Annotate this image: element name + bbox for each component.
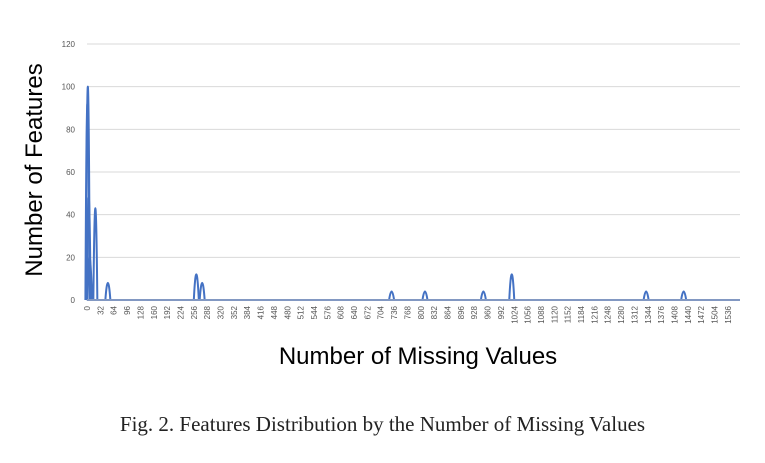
x-tick-label: 448: [270, 305, 279, 319]
x-tick-label: 1376: [657, 305, 666, 323]
x-tick-label: 160: [150, 305, 159, 319]
data-point: [388, 290, 396, 301]
x-tick-label: 800: [417, 305, 426, 319]
x-tick-label: 1024: [510, 305, 519, 323]
x-tick-label: 1536: [724, 305, 733, 323]
y-tick-label: 80: [66, 125, 75, 134]
y-tick-label: 100: [62, 83, 76, 92]
y-axis-label: Number of Features: [21, 63, 48, 276]
data-point: [104, 281, 112, 301]
y-tick-label: 60: [66, 168, 75, 177]
x-tick-label: 32: [96, 305, 105, 314]
data-point: [92, 207, 99, 301]
x-tick-label: 864: [444, 305, 453, 319]
x-tick-label: 608: [337, 305, 346, 319]
x-tick-label: 1120: [550, 305, 559, 323]
x-tick-label: 416: [257, 305, 266, 319]
x-tick-label: 1056: [524, 305, 533, 323]
x-tick-label: 1472: [697, 305, 706, 323]
x-tick-label: 384: [243, 305, 252, 319]
x-tick-label: 992: [497, 305, 506, 319]
x-tick-label: 1088: [537, 305, 546, 323]
data-point: [642, 290, 650, 301]
x-tick-labels: 0 32 64 96 128 160 192 224 256 288 320 352 384 416 448…: [83, 305, 733, 323]
data-point: [680, 290, 688, 301]
x-tick-label: 1408: [670, 305, 679, 323]
x-tick-label: 640: [350, 305, 359, 319]
x-tick-label: 352: [230, 305, 239, 319]
data-point: [198, 281, 206, 301]
y-tick-label: 20: [66, 253, 75, 262]
x-tick-label: 1280: [617, 305, 626, 323]
x-tick-label: 512: [297, 305, 306, 319]
x-tick-label: 832: [430, 305, 439, 319]
y-tick-label: 0: [71, 296, 76, 305]
x-tick-label: 64: [110, 305, 119, 314]
data-point: [479, 290, 487, 301]
x-tick-label: 576: [323, 305, 332, 319]
x-tick-label: 1152: [564, 305, 573, 323]
x-tick-label: 768: [403, 305, 412, 319]
x-tick-label: 960: [484, 305, 493, 319]
x-tick-label: 1344: [644, 305, 653, 323]
data-point: [84, 85, 91, 301]
x-tick-label: 96: [123, 305, 132, 314]
x-tick-label: 896: [457, 305, 466, 319]
figure-caption: Fig. 2. Features Distribution by the Num…: [119, 412, 646, 436]
x-tick-label: 1504: [711, 305, 720, 323]
x-tick-label: 128: [136, 305, 145, 319]
x-tick-label: 288: [203, 305, 212, 319]
data-point: [508, 273, 516, 301]
x-tick-label: 256: [190, 305, 199, 319]
x-tick-label: 928: [470, 305, 479, 319]
series-group: [84, 85, 740, 301]
x-tick-label: 1440: [684, 305, 693, 323]
x-tick-label: 1216: [590, 305, 599, 323]
x-tick-label: 704: [377, 305, 386, 319]
x-axis-label: Number of Missing Values: [279, 343, 557, 370]
data-point: [85, 196, 92, 301]
x-tick-label: 192: [163, 305, 172, 319]
x-tick-label: 320: [217, 305, 226, 319]
data-point: [192, 273, 200, 301]
gridlines: [87, 43, 740, 258]
x-tick-label: 224: [176, 305, 185, 319]
data-point: [86, 256, 94, 301]
x-tick-label: 736: [390, 305, 399, 319]
data-point: [421, 290, 429, 301]
x-tick-label: 480: [283, 305, 292, 319]
x-tick-label: 1312: [630, 305, 639, 323]
x-tick-label: 544: [310, 305, 319, 319]
x-tick-label: 0: [83, 305, 92, 310]
x-tick-label: 1248: [604, 305, 613, 323]
y-tick-labels: 0 20 40 60 80 100 120: [62, 40, 76, 305]
y-tick-label: 40: [66, 211, 75, 220]
x-tick-label: 1184: [577, 305, 586, 323]
x-tick-label: 672: [363, 305, 372, 319]
y-tick-label: 120: [62, 40, 76, 49]
